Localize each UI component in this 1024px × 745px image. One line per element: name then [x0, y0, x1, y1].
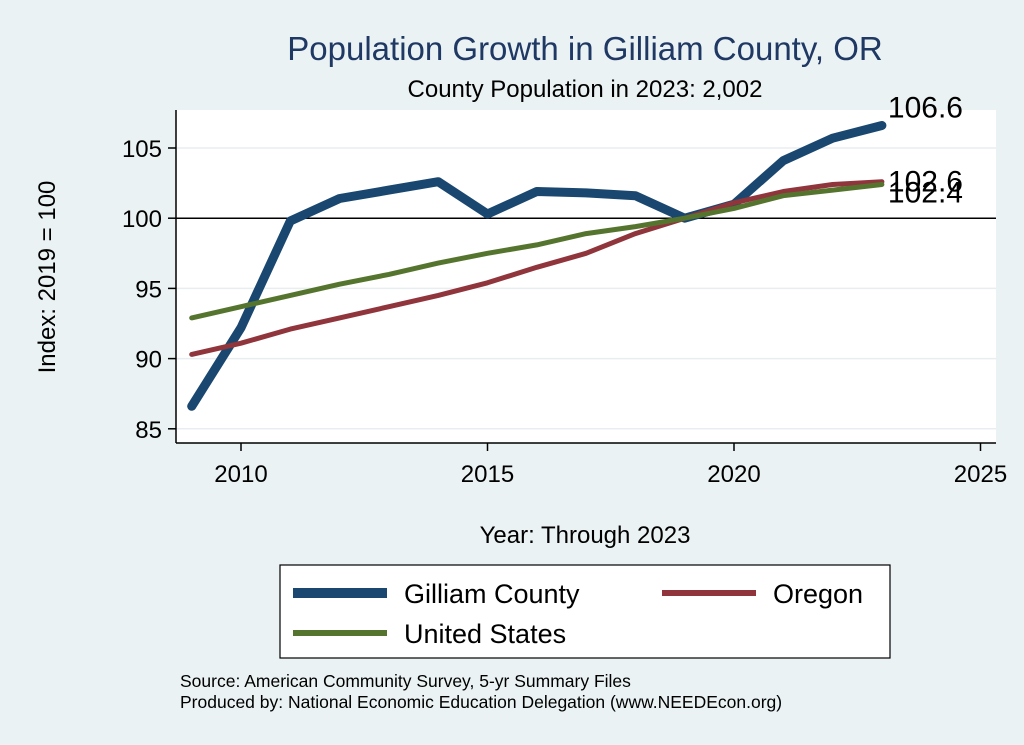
- y-tick-label-85: 85: [135, 417, 162, 444]
- end-label-gilliam: 106.6: [888, 92, 963, 125]
- x-tick-label-2010: 2010: [214, 461, 267, 488]
- y-tick-label-90: 90: [135, 347, 162, 374]
- y-tick-label-105: 105: [122, 136, 162, 163]
- legend: Gilliam County Oregon United States: [279, 564, 891, 659]
- producer-note: Produced by: National Economic Education…: [180, 692, 782, 712]
- end-label-oregon: 102.6: [888, 166, 963, 199]
- x-tick-label-2020: 2020: [707, 461, 760, 488]
- axes: [175, 110, 996, 444]
- series-lines: [187, 121, 887, 411]
- x-tick-label-2025: 2025: [954, 461, 1007, 488]
- x-axis-title: Year: Through 2023: [480, 522, 691, 549]
- legend-label-oregon: Oregon: [773, 579, 863, 609]
- legend-box: [279, 564, 891, 659]
- plot-area: [176, 110, 996, 443]
- series-line-us: [189, 182, 885, 321]
- y-ticks: 85 90 95 100 105: [122, 136, 176, 444]
- y-tick-label-100: 100: [122, 206, 162, 233]
- source-note: Source: American Community Survey, 5-yr …: [180, 671, 631, 691]
- legend-label-us: United States: [404, 619, 566, 649]
- y-axis-title: Index: 2019 = 100: [34, 181, 61, 374]
- series-line-oregon: [189, 179, 885, 357]
- x-tick-label-2015: 2015: [461, 461, 514, 488]
- x-ticks: 2010 2015 2020 2025: [214, 443, 1007, 488]
- y-tick-label-95: 95: [135, 276, 162, 303]
- chart-subtitle: County Population in 2023: 2,002: [408, 76, 763, 103]
- chart-title: Population Growth in Gilliam County, OR: [287, 30, 882, 67]
- series-line-gilliam: [187, 121, 887, 411]
- legend-label-gilliam: Gilliam County: [404, 579, 580, 609]
- end-label-us: 102.4: [888, 177, 963, 210]
